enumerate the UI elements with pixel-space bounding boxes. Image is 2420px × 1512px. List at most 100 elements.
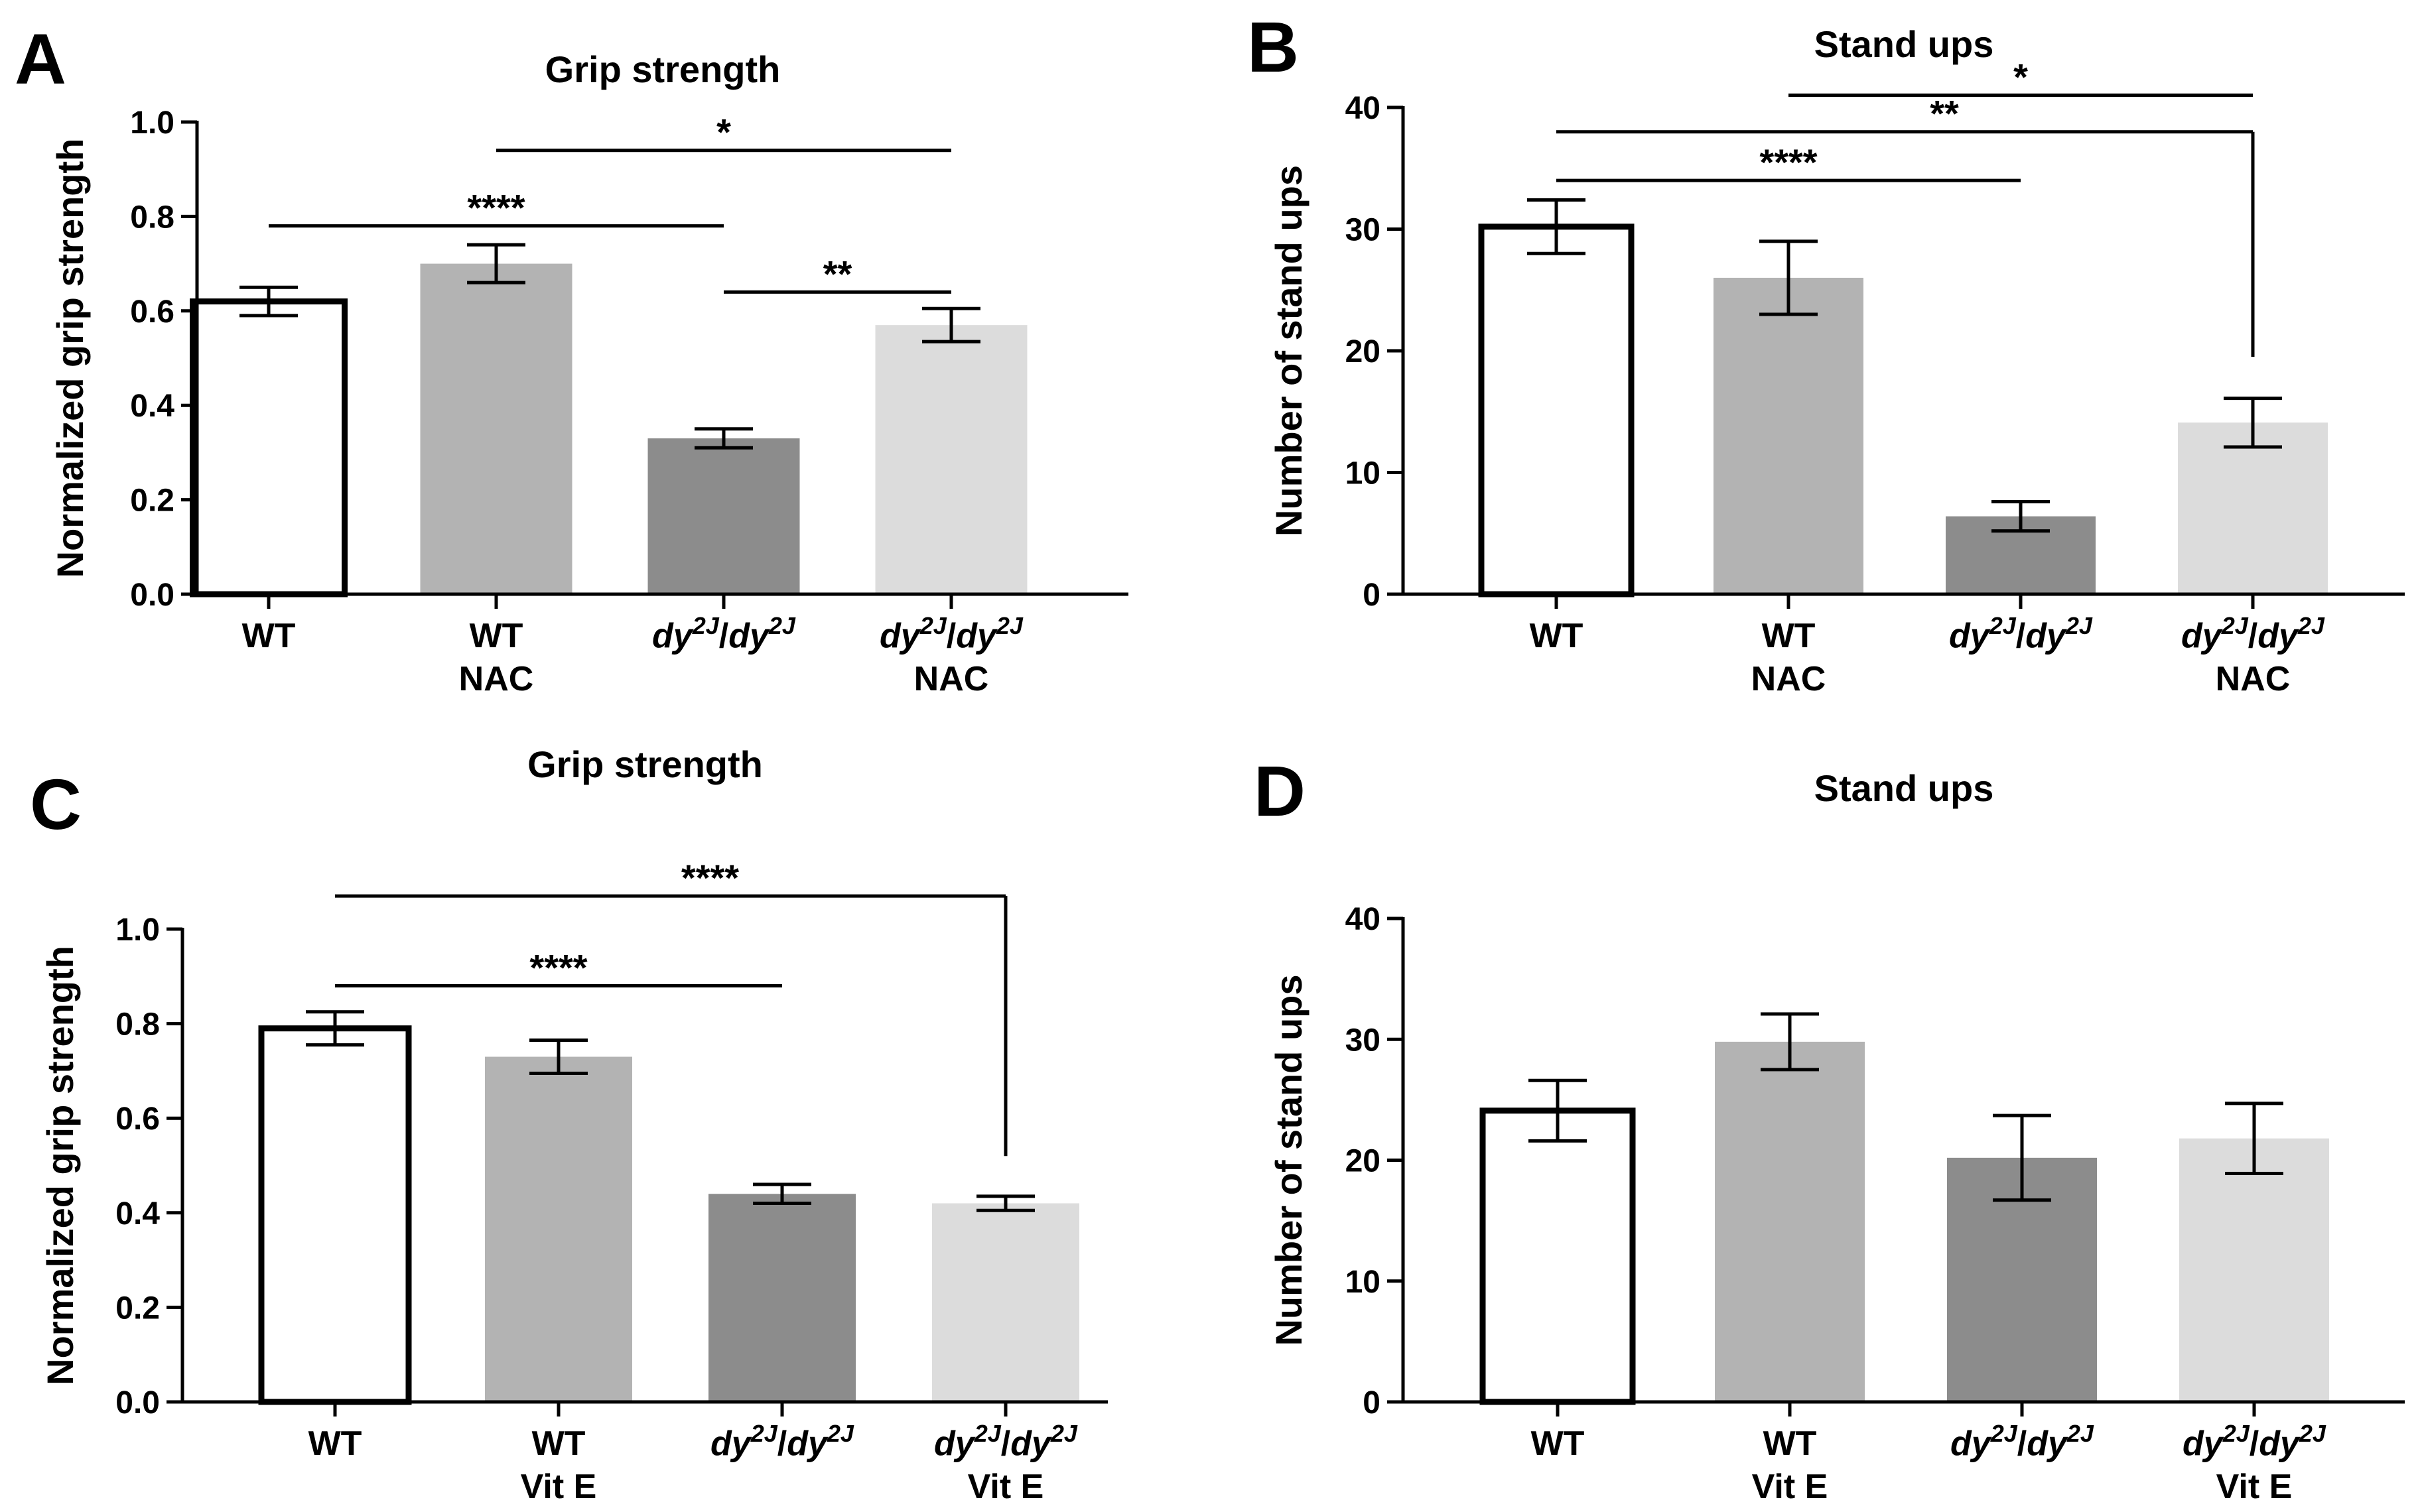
- significance-label: **: [823, 253, 852, 294]
- bar-1: [1478, 223, 1635, 598]
- x-tick-label-sup2: 2J: [827, 1420, 854, 1447]
- x-tick-label-sup: 2J: [692, 612, 720, 639]
- x-tick-label: WT: [1762, 617, 1816, 655]
- y-axis-label: Number of stand ups: [1268, 165, 1310, 536]
- x-tick-label-base: dy: [2181, 617, 2224, 655]
- error-bar-4: [2224, 397, 2282, 449]
- panel-b: B Stand ups Number of stand ups 0 10 20 30 40 WT…: [1247, 7, 2405, 698]
- significance-label: *: [716, 111, 731, 153]
- y-tick-label: 0.0: [130, 578, 174, 613]
- x-tick-label-base: dy: [652, 617, 695, 655]
- significance-bracket-2: ****: [335, 857, 1008, 1157]
- error-bar-4: [976, 1194, 1035, 1212]
- x-tick-label-sep: /: [2017, 1424, 2027, 1463]
- y-tick-label: 0.6: [130, 294, 174, 330]
- x-tick-label-sup2: 2J: [768, 612, 796, 639]
- bar-1: [258, 1025, 412, 1405]
- y-tick-label: 1.0: [115, 913, 160, 948]
- significance-label: ****: [681, 857, 739, 899]
- y-axis-label: Number of stand ups: [1268, 974, 1310, 1346]
- x-tick-label: dy2J/dy2J: [934, 1420, 1078, 1463]
- y-tick-label: 0.6: [115, 1102, 160, 1137]
- x-tick-label-sup: 2J: [1989, 612, 2017, 639]
- x-tick-label-sep: /: [2250, 1424, 2259, 1463]
- panel-letter: D: [1254, 751, 1306, 831]
- x-tick-label-base2: dy: [1010, 1424, 1053, 1463]
- panel-a: A Grip strength Normalized grip strength 0.…: [15, 19, 1128, 698]
- x-tick-label-sep: /: [947, 617, 956, 655]
- y-tick-label: 10: [1345, 1265, 1380, 1300]
- panel-c: C Grip strength Normalized grip strength 0.…: [30, 743, 1108, 1506]
- y-axis-label: Normalized grip strength: [39, 946, 81, 1385]
- x-tick-label-sep: /: [2016, 617, 2025, 655]
- x-tick-label-line2: NAC: [2216, 660, 2291, 698]
- error-bar-1: [239, 285, 298, 318]
- x-tick-label-sup: 2J: [919, 612, 947, 639]
- error-bar-4: [922, 306, 980, 344]
- x-tick-label-base: dy: [2183, 1424, 2225, 1463]
- y-tick-label: 0.0: [115, 1385, 160, 1420]
- x-tick-label-sup: 2J: [2222, 1420, 2250, 1447]
- significance-label: ****: [1759, 141, 1817, 183]
- x-tick-label-sep: /: [777, 1424, 787, 1463]
- error-bar-3: [1993, 1113, 2051, 1202]
- x-tick-label-line2: Vit E: [968, 1468, 1044, 1506]
- x-tick-label-line2: NAC: [459, 660, 534, 698]
- x-tick-label-sup: 2J: [1990, 1420, 2018, 1447]
- bar-1: [190, 298, 348, 598]
- x-tick-label: dy2J/dy2J: [652, 612, 796, 655]
- x-tick-label-base: dy: [1949, 617, 1991, 655]
- error-bar-3: [695, 427, 753, 450]
- x-tick-label: dy2J/dy2J: [880, 612, 1024, 655]
- panel-d: D Stand ups Number of stand ups 0 10 20 30 40 WT…: [1254, 751, 2405, 1506]
- chart-title: Stand ups: [1814, 767, 1994, 809]
- bar-3: [647, 438, 800, 594]
- bar-2: [1714, 277, 1863, 594]
- significance-label: ****: [467, 187, 525, 229]
- x-tick-label: WT: [532, 1424, 586, 1463]
- error-bar-2: [529, 1039, 588, 1075]
- chart-title: Grip strength: [527, 743, 763, 785]
- x-tick-label-line2: NAC: [1751, 660, 1826, 698]
- x-tick-label-base2: dy: [787, 1424, 829, 1463]
- x-tick-label: WT: [1763, 1424, 1817, 1463]
- x-tick-label-base: dy: [880, 617, 922, 655]
- x-tick-label-sup2: 2J: [2297, 612, 2325, 639]
- error-bar-3: [1991, 500, 2050, 533]
- bar-3: [708, 1194, 856, 1402]
- significance-label: **: [1930, 93, 1959, 135]
- y-tick-label: 40: [1345, 902, 1380, 937]
- bar-4: [2179, 1138, 2329, 1402]
- x-tick-label: dy2J/dy2J: [1950, 1420, 2094, 1463]
- x-tick-label: dy2J/dy2J: [2183, 1420, 2326, 1463]
- x-tick-label-base2: dy: [956, 617, 998, 655]
- panel-letter: B: [1247, 7, 1299, 87]
- y-axis-label: Normalized grip strength: [49, 139, 91, 578]
- bar-2: [420, 263, 572, 594]
- panel-letter: C: [30, 764, 82, 844]
- error-bar-2: [1759, 239, 1818, 316]
- x-tick-label-line2: NAC: [914, 660, 989, 698]
- significance-label: ****: [529, 947, 587, 989]
- significance-bracket-3: *: [1788, 56, 2253, 98]
- error-bar-1: [1527, 198, 1585, 255]
- x-tick-label: dy2J/dy2J: [1949, 612, 2093, 655]
- chart-title: Stand ups: [1814, 23, 1994, 65]
- x-tick-label: dy2J/dy2J: [2181, 612, 2325, 655]
- x-tick-label-sup2: 2J: [2066, 1420, 2094, 1447]
- x-tick-label-base2: dy: [2259, 1424, 2301, 1463]
- x-tick-label-base: dy: [934, 1424, 976, 1463]
- significance-bracket-2: **: [1556, 93, 2255, 357]
- error-bar-1: [306, 1010, 364, 1047]
- y-tick-label: 20: [1345, 334, 1380, 369]
- significance-bracket-1: ****: [269, 187, 724, 229]
- bar-2: [485, 1056, 632, 1402]
- x-tick-label: WT: [1530, 617, 1583, 655]
- x-tick-label-base2: dy: [2257, 617, 2300, 655]
- x-tick-label-sup2: 2J: [2065, 612, 2093, 639]
- bar-1: [1479, 1107, 1636, 1405]
- y-tick-label: 1.0: [130, 105, 174, 141]
- y-tick-label: 20: [1345, 1144, 1380, 1179]
- x-tick-label: dy2J/dy2J: [710, 1420, 854, 1463]
